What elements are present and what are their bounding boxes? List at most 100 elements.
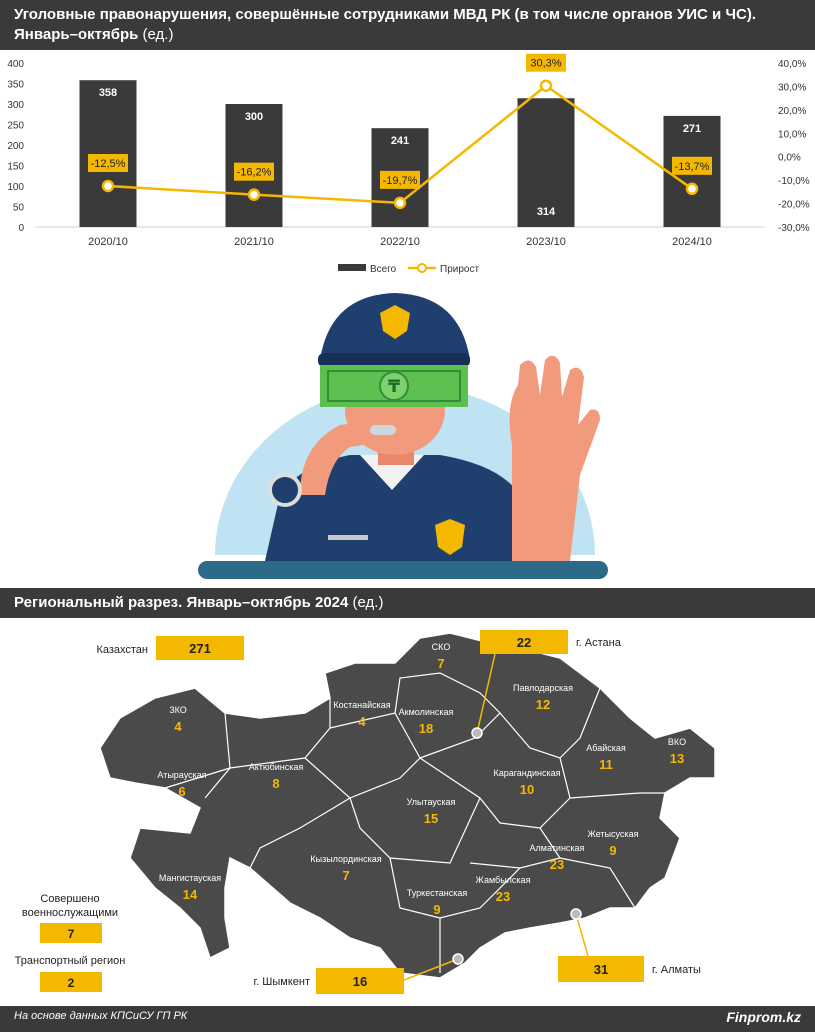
kazakhstan-region-map: СКО 7 Костанайская 4 Акмолинская 18 Павлодарск… <box>15 630 716 994</box>
chest-badge-icon <box>435 519 465 555</box>
x-tick-label: 2022/10 <box>380 236 420 248</box>
growth-label-box <box>526 53 566 72</box>
transport-box <box>40 972 102 992</box>
military-value: 7 <box>68 927 75 941</box>
region-value: 6 <box>178 784 185 799</box>
x-tick-label: 2021/10 <box>234 236 274 248</box>
y2-tick-label: 30,0% <box>778 82 806 93</box>
growth-label-box <box>234 162 274 181</box>
growth-point <box>101 179 115 193</box>
legend-bar-swatch <box>338 264 366 271</box>
military-label: Совершено <box>40 893 99 905</box>
chart-title-bar: Уголовные правонарушения, совершённые со… <box>0 0 815 50</box>
y-tick-label: 300 <box>7 100 24 111</box>
city-marker <box>452 953 464 965</box>
y2-tick-label: -20,0% <box>778 200 810 211</box>
total-value: 271 <box>189 641 211 656</box>
growth-value-label: -13,7% <box>675 161 710 173</box>
region-value: 4 <box>174 719 182 734</box>
y-tick-label: 100 <box>7 182 24 193</box>
city-name: г. Алматы <box>652 964 701 976</box>
bar-value-label: 358 <box>99 87 117 99</box>
region-value: 9 <box>609 843 616 858</box>
region-value: 7 <box>437 656 444 671</box>
legend-line-label: Прирост <box>440 264 479 275</box>
region-name: Атырауская <box>157 770 206 780</box>
y-tick-label: 0 <box>18 223 24 234</box>
region-name: Костанайская <box>333 700 390 710</box>
y-tick-label: 350 <box>7 80 24 91</box>
total-label: Казахстан <box>96 644 148 656</box>
table-edge <box>198 561 608 579</box>
city-marker <box>570 908 582 920</box>
uniform-body <box>265 455 530 561</box>
y-tick-label: 150 <box>7 162 24 173</box>
region-value: 14 <box>183 887 198 902</box>
name-badge <box>328 535 368 540</box>
region-name: Улытауская <box>407 797 456 807</box>
growth-point <box>685 182 699 196</box>
region-value: 4 <box>358 714 366 729</box>
x-tick-label: 2024/10 <box>672 236 712 248</box>
growth-point <box>247 188 261 201</box>
x-tick-label: 2020/10 <box>88 236 128 248</box>
region-name: Алматинская <box>530 843 585 853</box>
bar-value-label: 241 <box>391 135 409 147</box>
growth-label-box <box>380 170 420 189</box>
region-value: 10 <box>520 782 534 797</box>
total-box <box>156 636 244 660</box>
region-value: 18 <box>419 721 433 736</box>
bar-2020/10 <box>79 80 137 227</box>
region-name: Актюбинская <box>249 762 304 772</box>
region-value: 11 <box>599 757 613 772</box>
bar-value-label: 271 <box>683 123 701 135</box>
city-value: 22 <box>517 635 531 650</box>
legend-line-marker <box>417 263 427 273</box>
growth-value-label: 30,3% <box>530 58 561 70</box>
transport-value: 2 <box>68 976 75 990</box>
y2-tick-label: -30,0% <box>778 223 810 234</box>
city-leader-line <box>403 958 459 981</box>
city-name: г. Астана <box>576 637 622 649</box>
military-box <box>40 923 102 943</box>
hand-right <box>509 355 600 561</box>
city-value: 16 <box>353 974 367 989</box>
region-name: Карагандинская <box>493 768 560 778</box>
growth-point <box>539 79 553 92</box>
footer: На основе данных КПСиСУ ГП РК Finprom.kz <box>0 1006 815 1032</box>
y2-tick-label: 40,0% <box>778 59 806 70</box>
region-name: ВКО <box>668 737 686 747</box>
region-name: СКО <box>432 642 451 652</box>
region-borders <box>164 672 665 973</box>
y2-tick-label: 10,0% <box>778 129 806 140</box>
section-unit: (ед.) <box>352 594 384 611</box>
region-value: 12 <box>536 697 550 712</box>
cap-badge-icon <box>380 305 410 339</box>
bar-value-label: 314 <box>537 206 556 218</box>
region-name: ЗКО <box>169 705 187 715</box>
city-marker <box>471 727 483 739</box>
city-box <box>558 956 644 982</box>
legend-bar-label: Всего <box>370 264 397 275</box>
region-name: Абайская <box>586 743 626 753</box>
growth-value-label: -12,5% <box>91 158 126 170</box>
growth-value-label: -19,7% <box>383 175 418 187</box>
y-tick-label: 200 <box>7 141 24 152</box>
city-value: 31 <box>594 962 608 977</box>
tenge-icon: ₸ <box>388 377 400 396</box>
chart-title: Уголовные правонарушения, совершённые со… <box>14 6 756 23</box>
region-value: 8 <box>272 776 279 791</box>
region-name: Жамбылская <box>476 875 531 885</box>
region-value: 13 <box>670 751 684 766</box>
y2-tick-label: 20,0% <box>778 106 806 117</box>
country-shape <box>99 632 716 979</box>
y-tick-label: 400 <box>7 59 24 70</box>
source-note: На основе данных КПСиСУ ГП РК <box>14 1010 188 1022</box>
police-illustration: ₸ <box>198 293 608 579</box>
chart-period: Январь–октябрь <box>14 26 139 43</box>
city-leader-line <box>476 653 496 734</box>
y-tick-label: 50 <box>13 203 25 214</box>
city-box <box>480 630 568 654</box>
region-value: 23 <box>550 857 564 872</box>
growth-label-box <box>672 156 712 175</box>
